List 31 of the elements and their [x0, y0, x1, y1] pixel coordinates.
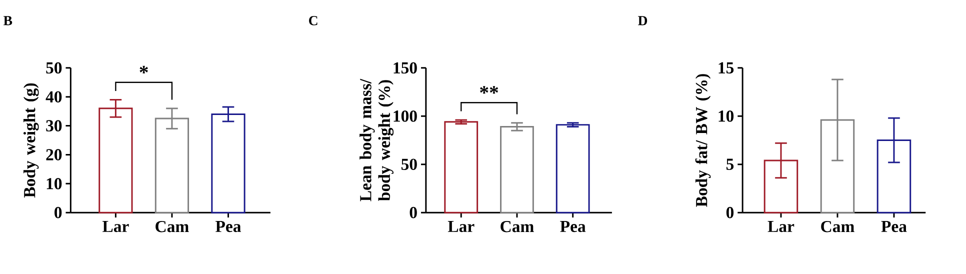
- y-tick-label: 50: [46, 62, 62, 74]
- y-tick-label: 20: [46, 149, 62, 161]
- x-tick-label: Pea: [881, 221, 907, 232]
- y-tick-label: 100: [394, 110, 417, 122]
- y-axis-title: Lean body mass/ body weight (%): [360, 78, 394, 202]
- x-tick-label: Pea: [216, 221, 242, 232]
- x-tick-label: Lar: [768, 221, 794, 232]
- y-tick-label: 30: [46, 120, 62, 132]
- annotation: *: [140, 66, 148, 74]
- chart-title: B: [4, 16, 12, 26]
- y-tick-label: 5: [726, 158, 734, 170]
- x-tick-label: Lar: [102, 221, 129, 232]
- x-tick-label: Lar: [448, 221, 474, 232]
- y-axis-title: Body fat/ BW (%): [695, 74, 711, 208]
- x-tick-label: Cam: [821, 221, 854, 232]
- x-tick-label: Pea: [560, 221, 586, 232]
- x-tick-label: Cam: [156, 221, 189, 232]
- annotation: **: [480, 86, 498, 94]
- x-tick-label: Cam: [500, 221, 534, 232]
- y-tick-label: 0: [726, 207, 734, 218]
- y-tick-label: 0: [410, 207, 417, 218]
- y-tick-label: 0: [54, 207, 62, 218]
- y-tick-label: 10: [46, 178, 62, 190]
- chart-title: D: [638, 16, 648, 26]
- y-tick-label: 15: [718, 62, 734, 74]
- y-tick-label: 50: [401, 158, 417, 170]
- y-tick-label: 40: [46, 91, 62, 103]
- y-tick-label: 150: [394, 62, 417, 74]
- y-tick-label: 10: [718, 110, 734, 122]
- text: C: [309, 16, 318, 26]
- y-axis-title: Body weight (g): [23, 84, 39, 198]
